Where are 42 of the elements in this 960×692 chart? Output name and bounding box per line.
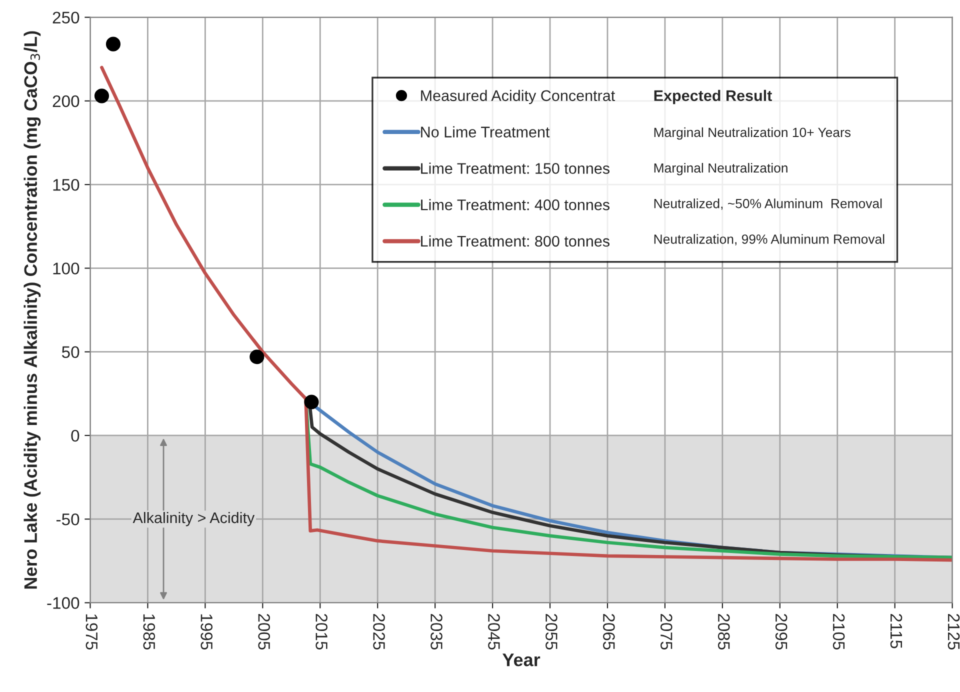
x-tick-label: 2095 [775,614,788,650]
point [94,88,110,104]
x-tick-label: 2075 [660,614,672,650]
x-tick-label: 2065 [603,614,615,650]
y-tick-label: 250 [52,12,80,24]
y-tick-label: 50 [62,346,80,358]
y-tick-label: 200 [52,95,80,108]
x-tick-label: 2045 [488,614,500,650]
legend-label: No Lime Treatment [421,126,550,138]
legend-label: Lime Treatment: 800 tonnes [421,235,610,247]
legend-title: Expected Result [654,90,772,104]
legend-label: Lime Treatment: 400 tonnes [421,199,610,210]
x-tick-label: 2035 [430,614,442,650]
x-tick-label: 2005 [258,614,270,650]
legend-label: Measured Acidity Concentrat [421,90,616,104]
x-tick-label: 2115 [890,614,902,648]
legend-label: Lime Treatment: 150 tonnes [421,162,610,174]
point [250,350,264,364]
band-label: Alkalinity > Acidity [132,512,255,526]
point [106,36,121,52]
x-tick-label: 1985 [143,614,156,650]
x-tick-label: 2025 [373,614,385,650]
y-tick-label: 100 [53,262,80,274]
x-tick-label: 2055 [546,614,558,650]
annotation: Neutralized, ~50% Aluminum Removal [654,198,882,210]
x-tick-label: 1975 [86,614,98,650]
x-tick-label: 2105 [832,614,845,650]
y-tick-label: 150 [53,178,80,191]
annotation: Neutralization, 99% Aluminum Removal [654,234,884,246]
x-tick-label: 2015 [316,614,328,650]
annotation: Marginal Neutralization 10+ Years [654,127,851,140]
x-axis-title: Year [502,654,540,666]
y-tick-label: -100 [47,597,80,609]
y-tick-label: -50 [56,514,80,526]
y-axis-title: Nero Lake (Acidity minus Alkalinity) Concentration (mg CaCO$_{3}$/L) [24,31,41,589]
annotation: Marginal Neutralization [654,162,788,176]
point [304,394,319,410]
y-tick-label: 0 [71,430,80,442]
x-tick-label: 2085 [718,614,730,650]
x-tick-label: 1995 [200,614,213,650]
line-series [100,66,952,562]
x-tick-label: 2125 [948,614,960,650]
